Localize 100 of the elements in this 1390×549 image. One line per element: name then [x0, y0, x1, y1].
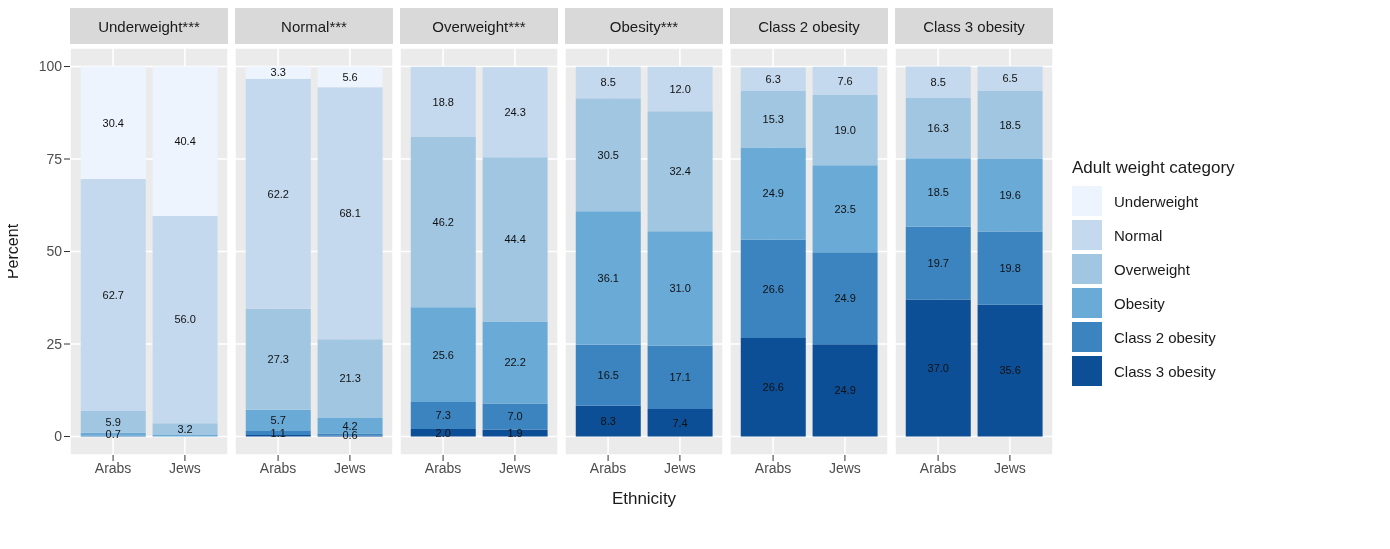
- bar: [245, 430, 311, 436]
- x-axis-title: Ethnicity: [610, 489, 678, 509]
- bar: [410, 429, 476, 437]
- bar: [245, 409, 311, 431]
- legend-label: Overweight: [1114, 260, 1190, 278]
- bar: [80, 66, 146, 179]
- bar: [152, 215, 218, 424]
- data-label: 24.9: [834, 292, 856, 305]
- data-label: 5.7: [270, 414, 286, 427]
- data-label: 7.6: [837, 74, 853, 87]
- data-label: 2.0: [435, 426, 451, 439]
- data-label: 22.2: [504, 356, 526, 369]
- data-label: 26.6: [762, 381, 784, 394]
- data-label: 46.2: [432, 215, 454, 228]
- legend-label: Normal: [1114, 226, 1163, 244]
- y-tick-label: 100: [38, 58, 63, 75]
- x-tick-label: Jews: [498, 459, 531, 476]
- bar: [410, 66, 476, 137]
- bar: [575, 98, 641, 212]
- data-label: 5.6: [342, 70, 358, 83]
- data-label: 1.1: [270, 426, 286, 439]
- legend-label: Obesity: [1114, 294, 1165, 312]
- x-tick-label: Arabs: [919, 459, 957, 476]
- data-label: 12.0: [669, 82, 691, 95]
- data-label: 8.5: [930, 76, 946, 89]
- x-tick-label: Arabs: [424, 459, 462, 476]
- chart-title: Underweight***: [70, 8, 228, 44]
- chart-title: Overweight***: [400, 8, 558, 44]
- data-label: 44.4: [504, 233, 526, 246]
- bar: [317, 339, 383, 418]
- bar: [740, 90, 806, 148]
- y-tick-label: 75: [46, 150, 63, 167]
- data-label: 36.1: [597, 271, 619, 284]
- bar: [482, 429, 548, 437]
- bar: [575, 344, 641, 406]
- chart-title: Obesity***: [565, 8, 723, 44]
- data-label: 7.4: [672, 416, 688, 429]
- bar: [482, 403, 548, 430]
- bar: [410, 136, 476, 308]
- data-label: 19.6: [999, 189, 1021, 202]
- bar: [575, 66, 641, 99]
- bar: [245, 308, 311, 410]
- data-label: 24.9: [762, 187, 784, 200]
- bar: [977, 90, 1043, 159]
- bar: [740, 338, 806, 437]
- bar: [317, 87, 383, 340]
- y-tick-label: 50: [46, 243, 63, 260]
- x-tick-label: Jews: [333, 459, 366, 476]
- data-label: 8.3: [600, 414, 616, 427]
- bar: [905, 97, 971, 159]
- x-tick-label: Jews: [168, 459, 201, 476]
- bar: [977, 304, 1043, 437]
- bar: [575, 211, 641, 345]
- data-label: 18.5: [927, 186, 949, 199]
- data-label: 0.7: [105, 427, 121, 440]
- data-label: 37.0: [927, 361, 949, 374]
- data-label: 30.4: [102, 116, 124, 129]
- bar: [80, 178, 146, 411]
- data-label: 7.0: [507, 410, 523, 423]
- bar: [977, 231, 1043, 305]
- bar: [812, 66, 878, 95]
- data-label: 8.5: [600, 76, 616, 89]
- data-label: 5.9: [105, 415, 121, 428]
- data-label: 19.0: [834, 123, 856, 136]
- legend-label: Class 2 obesity: [1114, 328, 1216, 346]
- data-label: 19.7: [927, 257, 949, 270]
- data-label: 18.5: [999, 118, 1021, 131]
- bar: [317, 66, 383, 88]
- bar: [812, 165, 878, 253]
- data-label: 3.2: [177, 422, 193, 435]
- chart-title: Class 3 obesity: [895, 8, 1053, 44]
- data-label: 15.3: [762, 113, 784, 126]
- bar: [812, 94, 878, 166]
- bar: [647, 345, 713, 410]
- data-label: 35.6: [999, 364, 1021, 377]
- bar: [905, 226, 971, 300]
- bar: [812, 252, 878, 345]
- data-label: 40.4: [174, 135, 196, 148]
- x-tick-label: Jews: [828, 459, 861, 476]
- legend-label: Underweight: [1114, 192, 1199, 210]
- x-tick-label: Jews: [663, 459, 696, 476]
- chart-title: Normal***: [235, 8, 393, 44]
- bar: [245, 78, 311, 309]
- data-label: 24.3: [504, 106, 526, 119]
- legend-label: Class 3 obesity: [1114, 362, 1216, 380]
- data-label: 24.9: [834, 384, 856, 397]
- y-tick-label: 25: [46, 335, 63, 352]
- x-tick-label: Arabs: [589, 459, 627, 476]
- bar: [410, 402, 476, 430]
- bar: [740, 239, 806, 339]
- data-label: 18.8: [432, 95, 454, 108]
- data-label: 30.5: [597, 148, 619, 161]
- data-label: 1.9: [507, 426, 523, 439]
- bar: [152, 66, 218, 216]
- bar: [905, 66, 971, 98]
- bar: [482, 157, 548, 322]
- data-label: 17.1: [669, 371, 691, 384]
- bar: [977, 66, 1043, 91]
- bar: [977, 159, 1043, 232]
- data-label: 3.3: [270, 66, 286, 79]
